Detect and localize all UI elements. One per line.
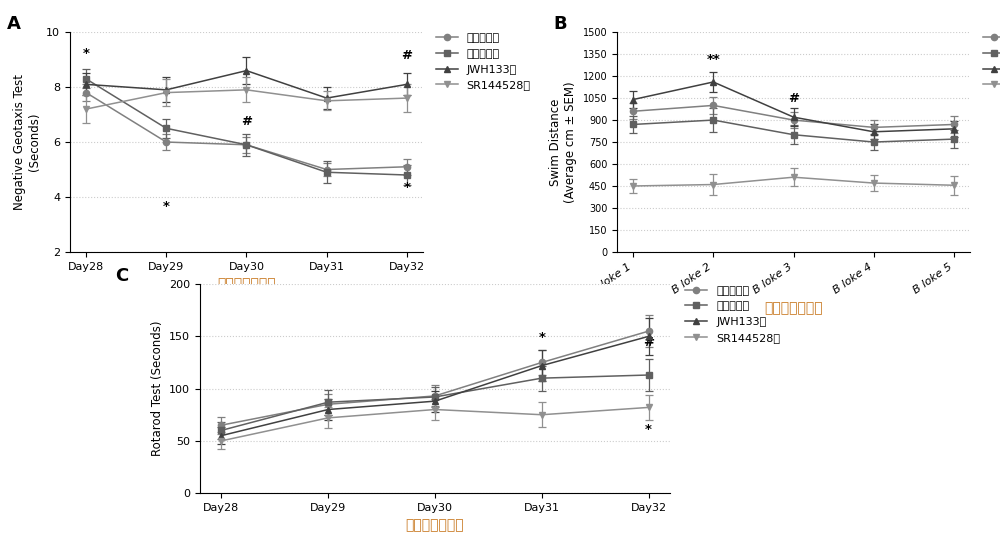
- Legend: 空白对照组, 生理盐水组, JWH133组, SR144528组: 空白对照组, 生理盐水组, JWH133组, SR144528组: [436, 33, 531, 91]
- Legend: 空白对照组, 生理盐水组, JWH133组, SR144528组: 空白对照组, 生理盐水组, JWH133组, SR144528组: [685, 286, 780, 343]
- Text: *: *: [83, 47, 89, 59]
- Y-axis label: Swim Distance
(Average cm ± SEM): Swim Distance (Average cm ± SEM): [549, 81, 577, 203]
- Text: B: B: [554, 14, 567, 33]
- Text: *: *: [645, 422, 652, 436]
- Text: **: **: [706, 53, 720, 66]
- X-axis label: 高血压脑出血后: 高血压脑出血后: [764, 301, 823, 315]
- Text: *: *: [403, 181, 410, 194]
- Legend: 空白对照组, 生理盐水组, JWH133组, SR144528组: 空白对照组, 生理盐水组, JWH133组, SR144528组: [983, 33, 1000, 91]
- Text: A: A: [6, 14, 20, 33]
- Text: *: *: [163, 200, 170, 213]
- Text: #: #: [241, 115, 252, 128]
- Y-axis label: Negative Geotaxis Test
(Seconds): Negative Geotaxis Test (Seconds): [13, 74, 41, 210]
- Text: #: #: [643, 336, 654, 349]
- Text: #: #: [401, 49, 412, 62]
- Text: #: #: [788, 92, 799, 106]
- X-axis label: 高血压脑出血后: 高血压脑出血后: [217, 277, 276, 291]
- Text: C: C: [115, 267, 129, 285]
- X-axis label: 高血压脑出血后: 高血压脑出血后: [406, 518, 464, 532]
- Y-axis label: Rotarod Test (Seconds): Rotarod Test (Seconds): [151, 321, 164, 456]
- Text: *: *: [538, 331, 545, 344]
